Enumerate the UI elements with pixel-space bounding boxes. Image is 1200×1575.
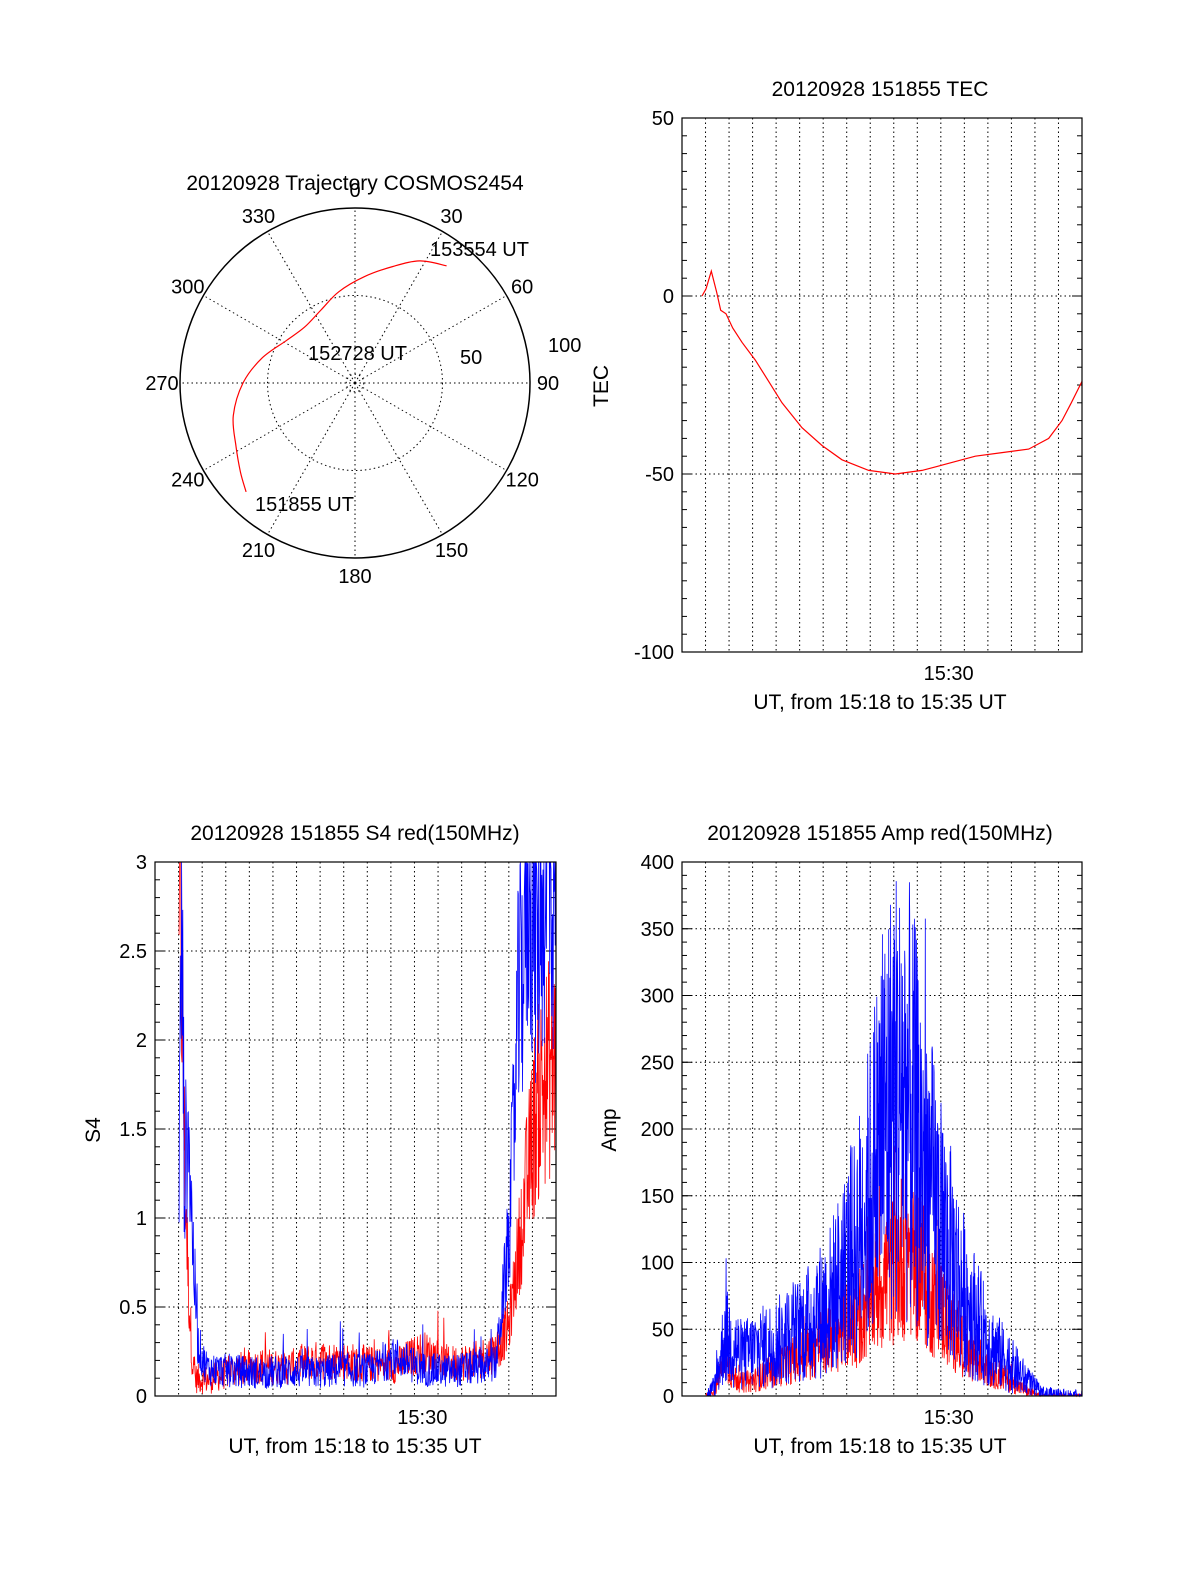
- trajectory-polar-plot: 20120928 Trajectory COSMOS2454 0 30 60 90 12…: [145, 172, 581, 588]
- amp-ytick-label-4: 200: [641, 1119, 674, 1141]
- polar-grid: [179, 207, 531, 559]
- amp-ytick-label-5: 150: [641, 1186, 674, 1208]
- s4-ytick-label-6: 0: [136, 1386, 147, 1408]
- azimuth-label-120: 120: [505, 470, 538, 492]
- azimuth-label-240: 240: [171, 470, 204, 492]
- s4-axes: 3 2.5 2 1.5 1 0.5 0 15:30: [119, 852, 557, 1429]
- tec-ytick-label-0: 50: [652, 108, 674, 130]
- s4-xlabel: UT, from 15:18 to 15:35 UT: [228, 1435, 481, 1458]
- azimuth-label-90: 90: [537, 373, 559, 395]
- polar-ring-50: [267, 295, 443, 471]
- amp-frame: [681, 861, 1083, 1397]
- tec-ytick-label-1: 0: [663, 286, 674, 308]
- tec-ytick-label-2: -50: [645, 464, 674, 486]
- s4-ytick-label-5: 0.5: [119, 1297, 147, 1319]
- s4-ytick-label-4: 1: [136, 1208, 147, 1230]
- polar-spoke-240: [203, 382, 356, 471]
- trajectory-track: [232, 260, 447, 493]
- azimuth-label-180: 180: [338, 566, 371, 588]
- s4-ytick-label-0: 3: [136, 852, 147, 874]
- tec-ytick-label-3: -100: [634, 642, 674, 664]
- s4-series-blue: [178, 861, 557, 1389]
- s4-title: 20120928 151855 S4 red(150MHz): [190, 822, 519, 845]
- amp-plot: 20120928 151855 Amp red(150MHz) 400 350 30…: [598, 822, 1083, 1458]
- s4-plot: 20120928 151855 S4 red(150MHz) 3 2.5 2 1.5 1…: [82, 822, 557, 1458]
- s4-frame: [154, 861, 557, 1397]
- amp-series-blue: [706, 881, 1083, 1398]
- azimuth-label-30: 30: [440, 206, 462, 228]
- amp-ylabel: Amp: [598, 1108, 621, 1151]
- polar-azimuth-labels: 0 30 60 90 120 150 180 210 240 270 300 330: [145, 180, 559, 588]
- azimuth-label-330: 330: [242, 206, 275, 228]
- polar-ring-center: [345, 373, 365, 393]
- amp-ytick-label-3: 250: [641, 1052, 674, 1074]
- azimuth-label-270: 270: [145, 373, 178, 395]
- amp-ytick-label-8: 0: [663, 1386, 674, 1408]
- s4-ytick-label-2: 2: [136, 1030, 147, 1052]
- azimuth-label-150: 150: [435, 540, 468, 562]
- tec-ylabel: TEC: [590, 365, 613, 407]
- zenith-ring-label-100: 100: [548, 335, 581, 357]
- tec-frame: [681, 117, 1083, 653]
- amp-ytick-label-0: 400: [641, 852, 674, 874]
- zenith-ring-label-50: 50: [460, 347, 482, 369]
- azimuth-label-60: 60: [511, 277, 533, 299]
- amp-ytick-label-2: 300: [641, 986, 674, 1008]
- tec-axes: 50 0 -50 -100 15:30: [634, 108, 1083, 685]
- s4-ytick-label-3: 1.5: [119, 1119, 147, 1141]
- s4-ytick-label-1: 2.5: [119, 941, 147, 963]
- polar-spoke-60: [354, 295, 507, 384]
- amp-ytick-label-6: 100: [641, 1253, 674, 1275]
- annotation-mid-time: 152728 UT: [308, 343, 407, 365]
- amp-xtick-label-0: 15:30: [924, 1407, 974, 1429]
- tec-series-red: [701, 268, 1083, 475]
- amp-ytick-label-7: 50: [652, 1319, 674, 1341]
- amp-ytick-label-1: 350: [641, 919, 674, 941]
- azimuth-label-300: 300: [171, 277, 204, 299]
- polar-outer-circle: [179, 207, 531, 559]
- trajectory-title: 20120928 Trajectory COSMOS2454: [186, 172, 524, 195]
- tec-xlabel: UT, from 15:18 to 15:35 UT: [753, 691, 1006, 714]
- amp-axes: 400 350 300 250 200 150 100 50 0 15:30: [641, 852, 1083, 1429]
- amp-title: 20120928 151855 Amp red(150MHz): [707, 822, 1053, 845]
- tec-xtick-label-0: 15:30: [924, 663, 974, 685]
- annotation-start-time: 151855 UT: [255, 494, 354, 516]
- amp-xlabel: UT, from 15:18 to 15:35 UT: [753, 1435, 1006, 1458]
- s4-xtick-label-0: 15:30: [397, 1407, 447, 1429]
- tec-title: 20120928 151855 TEC: [772, 78, 989, 101]
- s4-ylabel: S4: [82, 1117, 105, 1143]
- azimuth-label-210: 210: [242, 540, 275, 562]
- annotation-end-time: 153554 UT: [430, 239, 529, 261]
- azimuth-label-0: 0: [349, 180, 360, 202]
